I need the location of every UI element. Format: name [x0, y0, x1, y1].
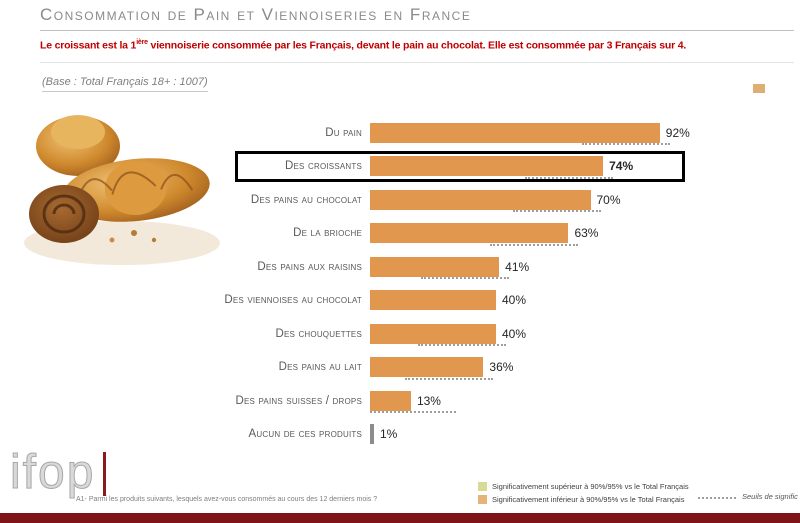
bar-area: 92% [370, 116, 796, 150]
bar-area: 40% [370, 284, 796, 318]
bar [370, 156, 604, 177]
bar [370, 223, 569, 244]
significance-dotted-line [512, 210, 601, 212]
page-title: Consommation de Pain et Viennoiseries en… [40, 5, 472, 24]
category-label: Des pains aux raisins [257, 260, 362, 273]
bar [370, 122, 660, 143]
value-label: 36% [489, 360, 514, 375]
bar-area: 1% [370, 418, 796, 452]
category-label: Des viennoises au chocolat [224, 294, 362, 307]
bar-area: 63% [370, 217, 796, 251]
chart-row: Des pains au lait 36% [140, 351, 796, 385]
bar [370, 189, 591, 210]
legend-superior-label: Significativement supérieur à 90%/95% vs… [492, 482, 689, 491]
value-label: 70% [596, 192, 621, 207]
significance-dotted-line [490, 243, 579, 246]
value-label: 1% [380, 427, 398, 442]
subtitle-divider [40, 62, 794, 63]
bar [370, 290, 496, 311]
subtitle-superscript: ière [136, 39, 148, 46]
category-label: Des pains au chocolat [250, 193, 362, 206]
legend-inferior-swatch [478, 495, 487, 504]
bar-area: 41% [370, 250, 796, 284]
subtitle-text-2: viennoiserie consommée par les Français,… [147, 39, 687, 52]
base-note: (Base : Total Français 18+ : 1007) [42, 76, 208, 92]
value-label: 63% [574, 226, 599, 241]
ifop-logo-text: ifop [9, 446, 96, 499]
bar-area: 70% [370, 183, 796, 217]
value-label: 41% [505, 259, 530, 274]
chart-row: Des viennoises au chocolat 40% [140, 284, 796, 318]
bar-area: 13% [370, 384, 796, 418]
chart-row: Des pains suisses / drops 13% [140, 384, 796, 418]
legend-inferior-label: Significativement inférieur à 90%/95% vs… [492, 495, 685, 504]
bar [370, 256, 500, 277]
significance-dotted-line [525, 176, 614, 179]
corner-marker [753, 84, 765, 93]
value-label: 40% [502, 293, 527, 308]
chart-row: De la brioche 63% [140, 217, 796, 251]
category-label: De la brioche [293, 227, 362, 240]
bar [370, 424, 374, 445]
legend-superior-swatch [478, 482, 487, 491]
bar-area: 40% [370, 317, 796, 351]
thresholds-label: Seuils de signific [742, 492, 798, 501]
bar-chart: Du pain 92% Des croissants 74% Des pains au … [140, 116, 796, 451]
value-label: 74% [609, 159, 634, 174]
category-label: Aucun de ces produits [248, 428, 362, 441]
chart-row: Du pain 92% [140, 116, 796, 150]
bottom-accent-bar [0, 513, 800, 523]
significance-dotted-line [370, 411, 456, 413]
chart-row: Des chouquettes 40% [140, 317, 796, 351]
header-divider [40, 30, 794, 31]
ifop-logo: ifop [9, 446, 107, 499]
chart-row: Des croissants 74% [140, 150, 796, 184]
chart-row: Aucun de ces produits 1% [140, 418, 796, 452]
significance-dotted-line [421, 277, 510, 279]
pastries-illustration [24, 115, 220, 265]
value-label: 92% [665, 125, 690, 140]
legend: Significativement supérieur à 90%/95% vs… [478, 482, 689, 508]
ifop-logo-accent [103, 452, 107, 496]
bar-area: 74% [370, 150, 796, 184]
value-label: 13% [416, 393, 441, 408]
subtitle-text-1: Le croissant est la 1 [40, 39, 137, 52]
chart-row: Des pains aux raisins 41% [140, 250, 796, 284]
significance-dotted-line [418, 344, 506, 346]
bar [370, 390, 411, 411]
value-label: 40% [502, 326, 527, 341]
survey-question: A1- Parmi les produits suivants, lesquel… [76, 496, 378, 503]
thresholds-dotted-line [698, 497, 736, 499]
legend-item-inferior: Significativement inférieur à 90%/95% vs… [478, 495, 689, 504]
bar [370, 357, 484, 378]
legend-item-superior: Significativement supérieur à 90%/95% vs… [478, 482, 689, 491]
category-label: Des chouquettes [275, 327, 362, 340]
chart-row: Des pains au chocolat 70% [140, 183, 796, 217]
bar-area: 36% [370, 351, 796, 385]
subtitle: Le croissant est la 1ière viennoiserie c… [40, 39, 686, 52]
category-label: Du pain [325, 126, 362, 139]
category-label: Des pains suisses / drops [235, 394, 362, 407]
significance-dotted-line [405, 377, 494, 380]
category-label: Des pains au lait [278, 361, 362, 374]
category-label: Des croissants [285, 160, 362, 173]
significance-dotted-line [581, 143, 670, 145]
bar [370, 323, 496, 344]
